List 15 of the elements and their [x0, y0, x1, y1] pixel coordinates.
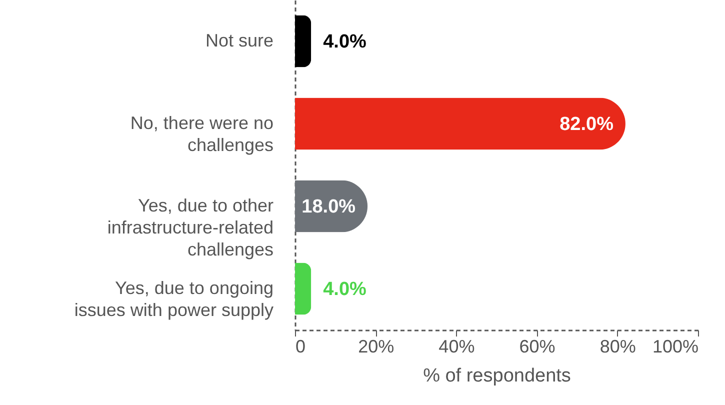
y-tick-label: No, there were no challenges	[130, 112, 274, 155]
data-label: 82.0%	[560, 114, 614, 135]
x-tick-label: 80%	[600, 336, 636, 356]
x-tick-label: 60%	[519, 336, 556, 356]
x-tick-label: 100%	[652, 336, 698, 356]
y-tick-label: Not sure	[205, 30, 274, 50]
x-tick-label: 40%	[438, 336, 475, 356]
data-label: 4.0%	[323, 278, 367, 300]
data-label: 4.0%	[323, 31, 367, 52]
x-tick-label: 20%	[358, 336, 394, 356]
x-tick-label: 0	[296, 336, 306, 356]
y-tick-label: Yes, due to other infrastructure-related challenges	[107, 195, 274, 260]
y-tick-label: Yes, due to ongoing issues with power supply	[74, 278, 274, 320]
data-label: 18.0%	[302, 196, 356, 218]
x-axis-title: % of respondents	[423, 366, 571, 386]
